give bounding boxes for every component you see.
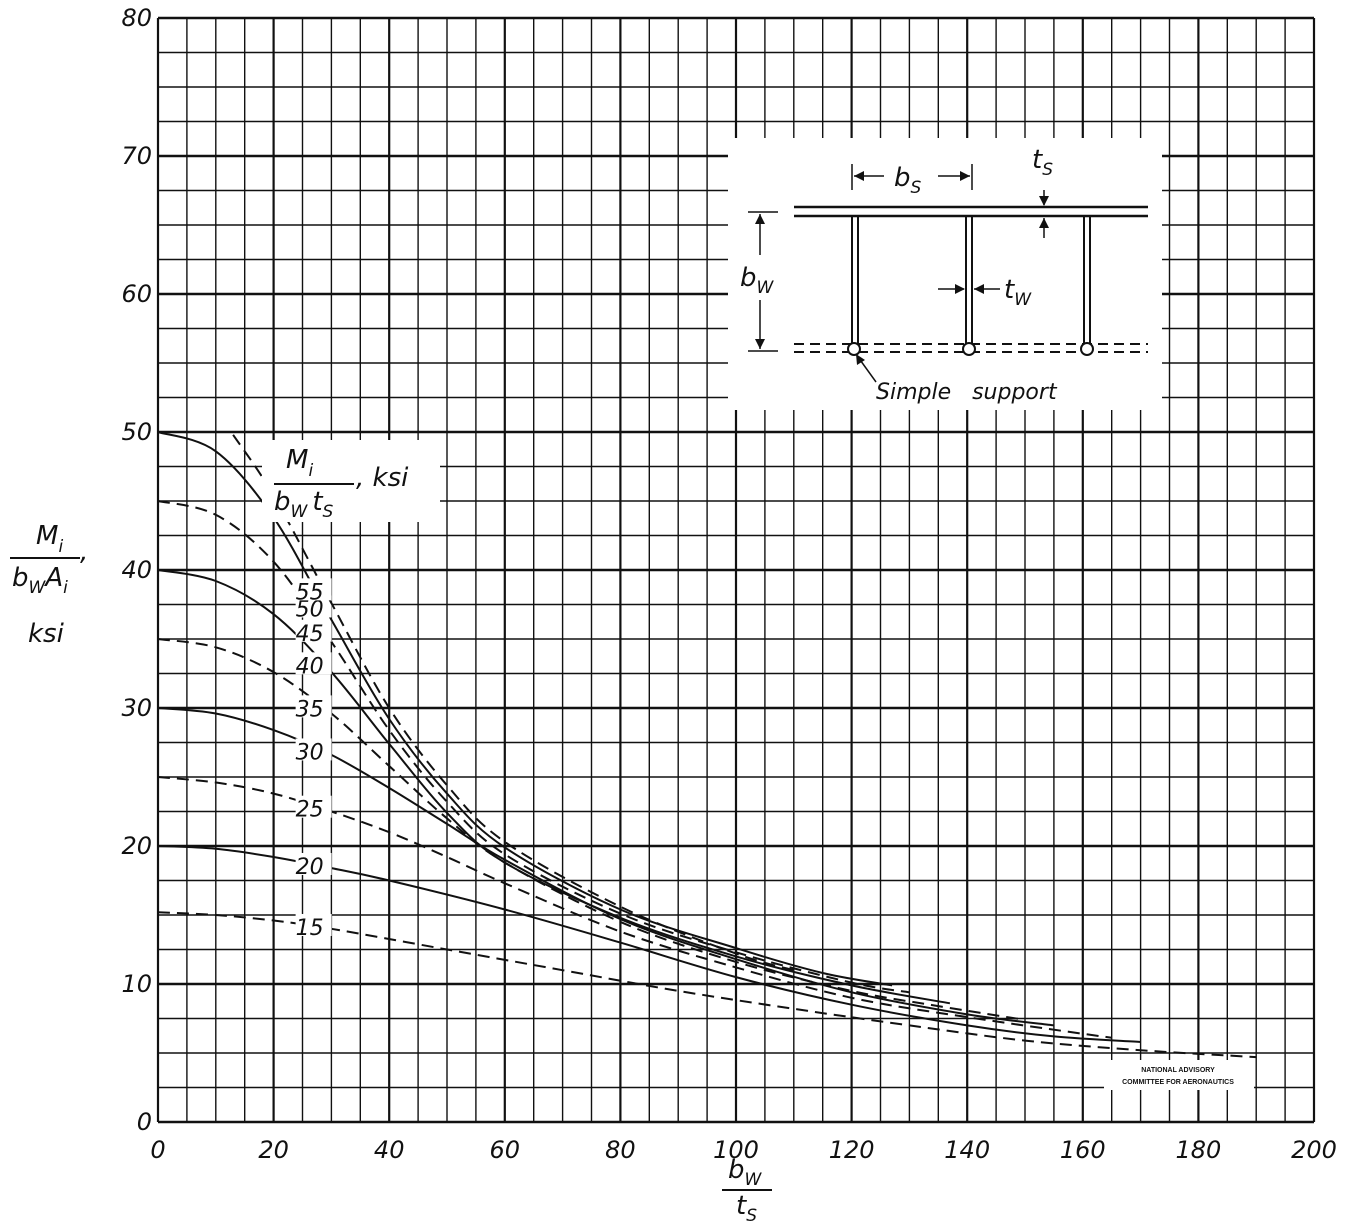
x-tick-label: 80 (605, 1136, 636, 1164)
series-20-label: 20 (296, 855, 324, 880)
parameter-label: Mi bW tS , ksi (274, 445, 409, 522)
series-50-label-bg (295, 595, 332, 618)
parameter-label-background (262, 440, 440, 522)
x-tick-label: 120 (829, 1136, 875, 1164)
series-35-label-bg (295, 695, 332, 718)
series-25-label: 25 (296, 798, 324, 823)
series-55-line (232, 434, 795, 972)
y-tick-label: 0 (137, 1108, 152, 1136)
credit-line-1: NATIONAL ADVISORY (1141, 1067, 1215, 1074)
inset-label-bw: bW (740, 263, 775, 298)
series-45-label: 45 (296, 622, 324, 647)
x-tick-label: 20 (258, 1136, 289, 1164)
series-25-line (157, 776, 1112, 1039)
y-tick-label: 70 (121, 142, 152, 170)
parameter-label-numerator: Mi (286, 445, 313, 481)
credit-background (1104, 1060, 1254, 1090)
y-tick-label: 40 (121, 556, 152, 584)
y-axis-label-unit: ksi (28, 619, 65, 649)
y-axis-label-comma: , (80, 537, 88, 567)
series-20-label-bg (295, 852, 332, 875)
x-tick-label: 40 (374, 1136, 405, 1164)
x-tick-label: 0 (150, 1136, 165, 1164)
y-tick-label: 50 (121, 418, 152, 446)
series-15-label: 15 (296, 916, 324, 941)
inset-label-bs: bS (894, 163, 922, 198)
series-40-label: 40 (296, 654, 324, 679)
series-55-label: 55 (296, 580, 324, 605)
x-tick-label: 160 (1060, 1136, 1106, 1164)
y-tick-label: 60 (121, 280, 152, 308)
y-tick-label: 20 (121, 832, 152, 860)
x-tick-label: 100 (713, 1136, 759, 1164)
inset-diagram (748, 164, 1148, 383)
x-tick-label: 60 (490, 1136, 521, 1164)
inset-caption: Simple support (876, 380, 1058, 405)
parameter-label-denominator: bW tS (274, 487, 334, 522)
x-axis-label-numerator: bW (728, 1155, 763, 1190)
inset-label-tw: tW (1004, 275, 1032, 310)
series-45-line (157, 500, 910, 994)
inset-background (728, 138, 1162, 410)
x-tick-label: 140 (944, 1136, 990, 1164)
inset-label-ts: tS (1032, 145, 1053, 180)
series-15-label-bg (295, 913, 332, 936)
credit-line-2: COMMITTEE FOR AERONAUTICS (1122, 1079, 1234, 1086)
y-axis-label: Mi , bWAi ksi (10, 521, 88, 649)
y-axis-label-numerator: Mi (36, 521, 63, 557)
series-40-line (157, 569, 951, 1005)
y-tick-label: 10 (121, 970, 152, 998)
parameter-label-unit: , ksi (356, 463, 409, 493)
series-15-line (157, 911, 1257, 1059)
series-30-label: 30 (296, 740, 324, 765)
series-30-label-bg (295, 738, 332, 761)
series-45-label-bg (295, 619, 332, 642)
series-50-label: 50 (296, 597, 324, 622)
x-axis-label-denominator: tS (736, 1191, 757, 1223)
y-tick-label: 30 (121, 694, 152, 722)
series-35-label: 35 (296, 697, 324, 722)
series-30-line (157, 707, 1055, 1027)
y-axis-label-denominator: bWAi (12, 563, 68, 598)
x-axis-label: bW tS (722, 1155, 772, 1223)
tick-labels: 0 20 40 60 80 100 120 140 160 180 200 0 10 20 30 40 50 60… (121, 4, 1336, 1164)
series-55-label-bg (295, 578, 332, 601)
series-40-label-bg (295, 652, 332, 675)
x-tick-label: 180 (1175, 1136, 1221, 1164)
series-20-line (157, 845, 1141, 1043)
series-25-label-bg (295, 795, 332, 818)
x-tick-label: 200 (1291, 1136, 1337, 1164)
y-tick-label: 80 (121, 4, 152, 32)
